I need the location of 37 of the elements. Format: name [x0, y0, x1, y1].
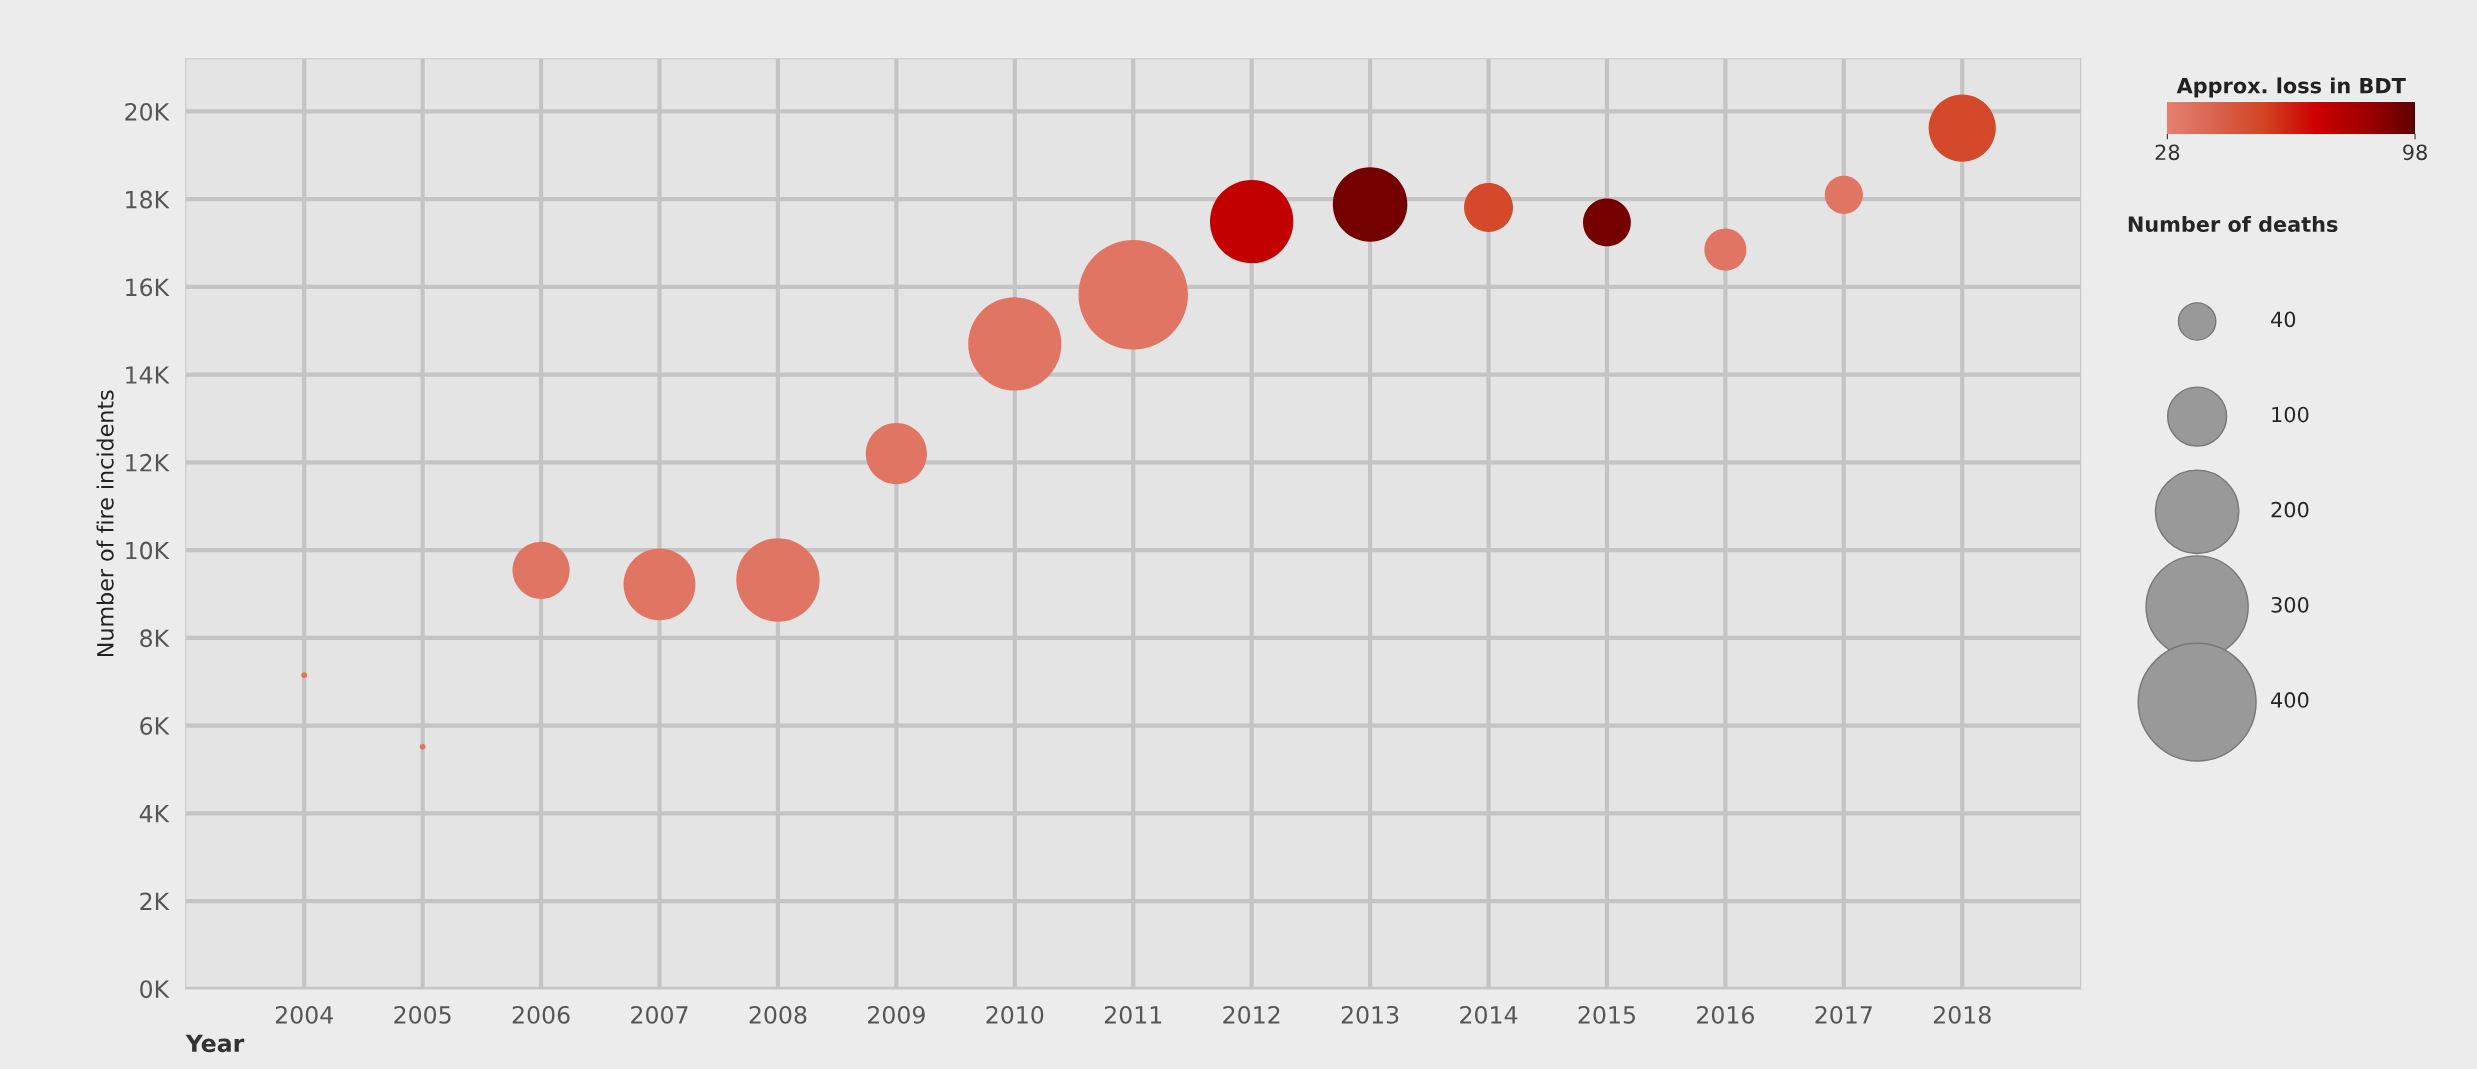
color-bar-label: 98 — [2403, 144, 2427, 161]
x-axis-title: Year — [185, 1034, 245, 1053]
y-tick-label: 10K — [126, 541, 170, 560]
x-tick-label: 2015 — [1578, 1005, 1635, 1024]
x-tick-label: 2004 — [275, 1005, 333, 1024]
color-bar-title: Approx. loss in BDT — [2176, 77, 2406, 98]
x-tick-label: 2007 — [631, 1005, 688, 1024]
color-bar-label: 28 — [2155, 144, 2180, 161]
x-tick-label: 2006 — [512, 1005, 570, 1024]
y-tick-label: 16K — [126, 278, 170, 297]
y-tick-label: 14K — [126, 366, 170, 384]
x-tick-label: 2011 — [1104, 1005, 1162, 1024]
legend-label: 100 — [2272, 406, 2309, 423]
y-tick-label: 12K — [126, 453, 170, 472]
y-tick-label: 20K — [125, 102, 170, 121]
legend-label: 400 — [2271, 692, 2309, 708]
y-tick-label: 2K — [140, 892, 170, 911]
x-tick-label: 2018 — [1933, 1005, 1991, 1024]
legend-title: Number of deaths — [2128, 215, 2338, 233]
y-tick-label: 4K — [139, 805, 170, 823]
x-tick-label: 2009 — [868, 1005, 925, 1024]
x-tick-label: 2012 — [1223, 1005, 1280, 1024]
legend-label: 200 — [2271, 501, 2309, 518]
x-tick-label: 2005 — [394, 1005, 451, 1024]
legend-label: 40 — [2271, 311, 2296, 328]
y-tick-label: 18K — [126, 190, 170, 209]
x-tick-label: 2014 — [1460, 1005, 1518, 1024]
y-tick-label: 0K — [140, 980, 170, 999]
y-tick-label: 8K — [140, 629, 170, 648]
y-tick-label: 6K — [140, 717, 170, 735]
x-tick-label: 2008 — [749, 1005, 807, 1024]
x-tick-label: 2017 — [1815, 1005, 1872, 1024]
y-axis-title: Number of fire incidents — [96, 390, 114, 657]
legend-label: 300 — [2271, 596, 2309, 613]
x-tick-label: 2016 — [1697, 1005, 1754, 1024]
x-tick-label: 2010 — [986, 1005, 1044, 1024]
x-tick-label: 2013 — [1341, 1005, 1399, 1024]
